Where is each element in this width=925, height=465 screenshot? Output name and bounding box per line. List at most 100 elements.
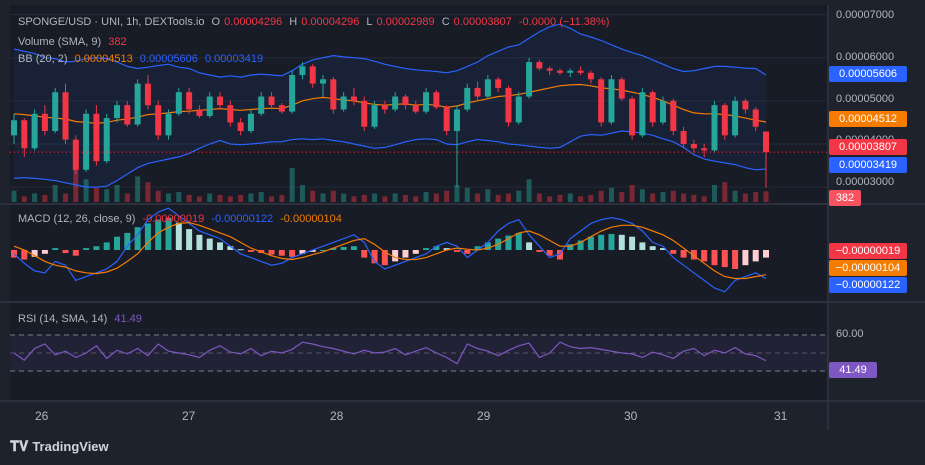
macd-histogram-bar [52,248,59,250]
macd-histogram-bar [659,248,666,250]
macd-histogram-bar [680,250,687,258]
volume-bar [433,193,439,202]
macd-histogram-bar [175,222,182,250]
macd-histogram-bar [217,242,224,250]
candle-body [134,83,141,125]
time-tick: 27 [182,409,196,423]
candle-body [505,87,512,123]
macd-histogram-bar [484,242,491,250]
macd-legend[interactable]: MACD (12, 26, close, 9) -0.00000019 -0.0… [18,213,346,225]
brand-text: TradingView [32,439,109,454]
volume-bar [753,192,759,202]
volume-bar [732,190,738,202]
volume-bar [83,179,89,202]
volume-bar [289,168,295,202]
macd-histogram-bar [124,232,131,250]
candle-body [526,62,533,97]
candle-body [62,92,69,140]
rsi-pane[interactable] [10,303,828,400]
volume-bar [217,194,223,202]
bb-upper-value: 0.00005606 [139,53,198,65]
candle-body [433,92,440,108]
candle-body [217,96,224,106]
macd-histogram-bar [289,250,296,257]
macd-histogram-bar [556,250,563,260]
candle-body [742,100,749,110]
time-tick: 30 [624,409,638,423]
volume-bar [711,185,717,202]
bb-legend[interactable]: BB (20, 2) 0.00004513 0.00005606 0.00003… [18,53,267,65]
macd-label: MACD (12, 26, close, 9) [18,213,136,225]
candle-body [690,143,697,149]
candle-body [732,100,739,136]
symbol-label[interactable]: SPONGE/USD · UNI, 1h, DEXTools.io [18,16,205,28]
volume-bar [11,190,17,202]
macd-signal-value: -0.00000104 [280,213,342,225]
macd-histogram-bar [587,236,594,250]
volume-bar [258,192,264,202]
candle-body [268,96,275,106]
volume-bar [382,196,388,202]
macd-histogram-bar [412,250,419,254]
macd-histogram-bar [639,242,646,250]
rsi-tick: 60.00 [836,328,864,340]
volume-bar [670,190,676,202]
candle-body [175,92,182,114]
volume-bar [629,185,635,202]
bb-basis-badge: 0.00004512 [829,111,907,127]
volume-bar [279,194,285,202]
macd-histogram-bar [361,250,368,258]
tradingview-logo[interactable]: 𝐓𝐕 TradingView [10,438,109,455]
volume-bar [207,193,213,202]
price-tick: 0.00007000 [836,9,895,21]
macd-histogram-bar [114,236,121,250]
bb-basis-value: 0.00004513 [74,53,133,65]
candle-body [52,92,59,132]
volume-bar [32,193,38,202]
macd-histogram-bar [515,232,522,250]
macd-histogram-bar [155,219,162,250]
candle-body [278,105,285,112]
volume-bar [104,189,110,202]
macd-histogram-bar [763,250,769,258]
macd-histogram-bar [701,250,708,262]
macd-histogram-bar [247,250,254,252]
rsi-legend[interactable]: RSI (14, SMA, 14) 41.49 [18,313,146,325]
macd-histogram-bar [392,250,399,262]
volume-bar [681,193,687,202]
time-tick: 26 [35,409,49,423]
volume-bar [166,193,172,202]
volume-bar [351,196,357,202]
volume-bar [660,192,666,202]
high-value: 0.00004296 [301,16,360,28]
volume-bar [196,196,202,202]
macd-histogram-bar [577,240,584,250]
volume-bar [413,196,419,202]
candle-body [114,105,121,119]
macd-histogram-bar [526,242,533,250]
macd-histogram-bar [350,246,357,250]
volume-bar [114,185,120,202]
macd-line-value: -0.00000122 [211,213,274,225]
volume-legend[interactable]: Volume (SMA, 9) 382 [18,36,131,48]
macd-histogram-bar [83,248,90,250]
volume-bar [619,192,625,202]
candle-body [556,70,563,73]
bb-upper-line [13,23,767,78]
volume-bar [341,193,347,202]
candle-body [649,92,656,123]
macd-signal-line [13,221,767,280]
volume-bar [536,193,542,202]
volume-bar [372,193,378,202]
macd-histogram-bar [381,250,388,266]
candle-body [670,100,677,132]
change-value: -0.0000 (−11.38%) [518,16,610,28]
candle-body [289,74,296,112]
rsi-value: 41.49 [114,313,142,325]
volume-bar [557,194,563,202]
candle-body [206,96,213,116]
volume-bar [464,187,470,202]
macd-histogram-bar [536,250,543,252]
macd-histogram-bar [227,246,234,250]
